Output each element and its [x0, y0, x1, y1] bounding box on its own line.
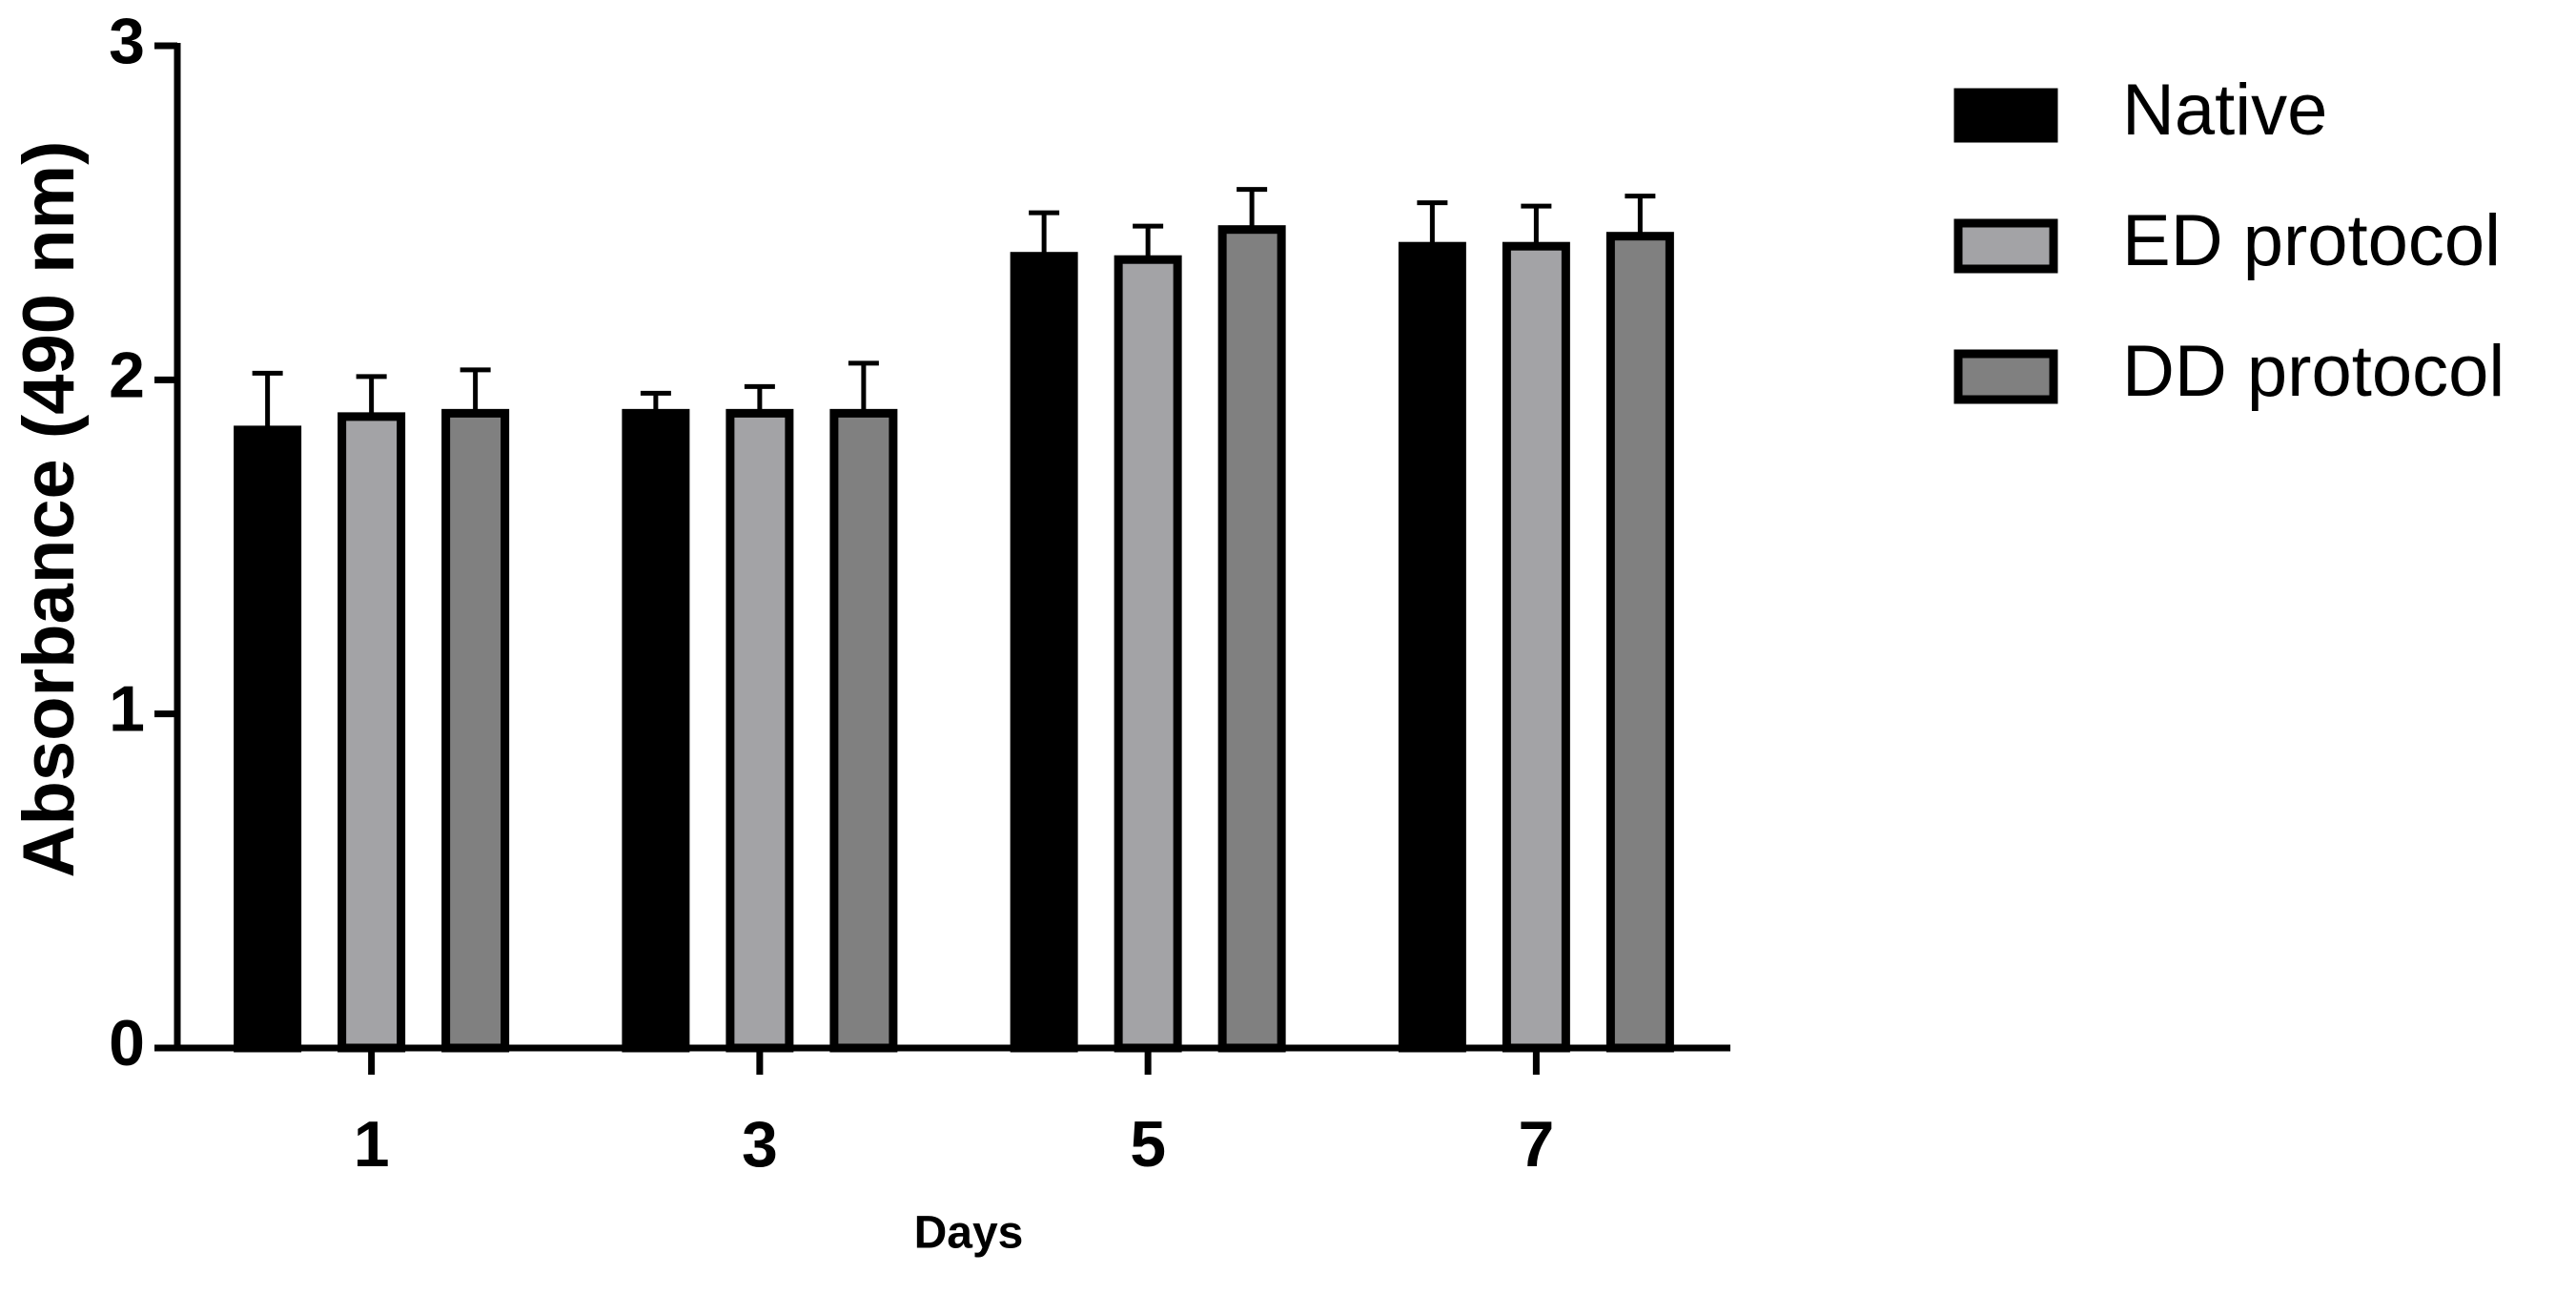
x-tick-label: 1 [354, 1108, 390, 1181]
bar [1398, 241, 1466, 1053]
bar [726, 408, 794, 1053]
legend-label: Native [2122, 70, 2327, 151]
y-axis-label: Absorbance (490 nm) [9, 141, 90, 878]
legend-label: ED protocol [2122, 200, 2501, 281]
x-axis-label: Days [914, 1208, 1024, 1259]
y-tick-label: 0 [109, 1007, 145, 1079]
bar [1114, 255, 1182, 1053]
y-tick-label: 1 [109, 673, 145, 746]
legend-swatch [1953, 88, 2058, 143]
bar [337, 412, 406, 1053]
bar [234, 425, 302, 1053]
bar [1217, 225, 1286, 1053]
bar [1010, 252, 1078, 1053]
legend-label: DD protocol [2122, 331, 2504, 412]
legend-swatch [1953, 349, 2058, 404]
y-tick-label: 3 [109, 5, 145, 77]
bar [1502, 241, 1570, 1053]
x-tick-label: 5 [1130, 1108, 1166, 1181]
bar [829, 408, 898, 1053]
bar [1605, 232, 1674, 1053]
legend-swatch [1953, 218, 2058, 274]
x-tick-label: 7 [1518, 1108, 1554, 1181]
bar [441, 408, 510, 1053]
bar [622, 408, 690, 1053]
y-tick-label: 2 [109, 339, 145, 411]
x-tick-label: 3 [742, 1108, 778, 1181]
